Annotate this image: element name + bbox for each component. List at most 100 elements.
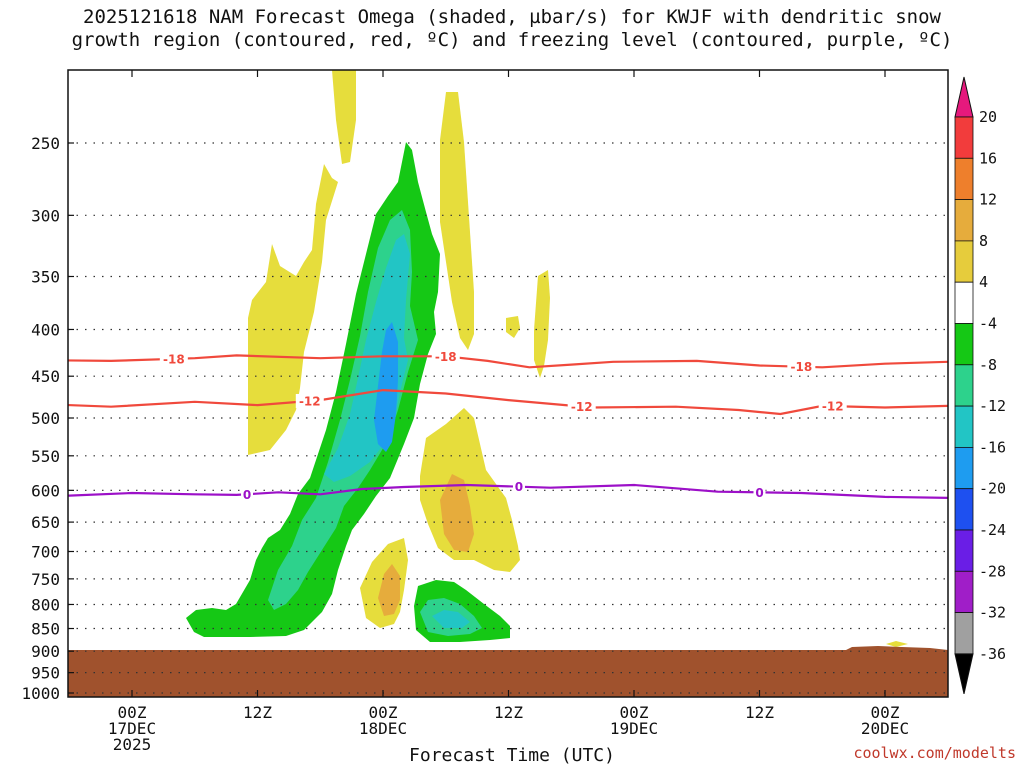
colorbar-swatch-9	[954, 488, 974, 531]
omega-negative-16-region	[374, 322, 398, 452]
colorbar-swatch-11	[954, 570, 974, 613]
colorbar-label-1: 16	[979, 149, 997, 167]
colorbar-swatch-8	[954, 446, 974, 490]
colorbar-label-2: 12	[979, 191, 997, 209]
x-tick-label-24-1: 18DEC	[359, 719, 407, 738]
contour-label-bg-0-0	[241, 487, 254, 502]
omega-positive-region-thin	[534, 270, 550, 378]
contour-label--18-1: -18	[435, 350, 457, 364]
contour-label--12-0: -12	[299, 394, 321, 408]
contour-label--12-1: -12	[571, 400, 593, 414]
contour-label--12-2: -12	[822, 400, 844, 414]
site-credit: coolwx.com/modelts	[853, 744, 1016, 762]
omega-positive-region-small	[506, 316, 520, 338]
y-tick-label-250: 250	[31, 134, 60, 153]
colorbar-swatch-4	[954, 281, 974, 324]
contour-label-bg-0-2	[753, 485, 766, 500]
colorbar-swatch-5	[954, 323, 974, 366]
title-line-1: 2025121618 NAM Forecast Omega (shaded, µ…	[83, 6, 941, 28]
contour-label-bg--12-2	[818, 399, 847, 414]
colorbar: 20 16 12 8 4 -4 -8 -12 -16 -20 -24 -28 -32 -36	[954, 76, 1006, 695]
omega-positive-region-right	[440, 92, 474, 350]
y-tick-label-900: 900	[31, 642, 60, 661]
colorbar-max-arrow	[954, 76, 974, 118]
y-tick-label-700: 700	[31, 542, 60, 561]
colorbar-label-9: -20	[979, 480, 1006, 498]
colorbar-swatch-0	[954, 116, 974, 159]
colorbar-label-4: 4	[979, 273, 988, 291]
colorbar-label-7: -12	[979, 397, 1006, 415]
y-tick-label-400: 400	[31, 320, 60, 339]
y-tick-label-500: 500	[31, 409, 60, 428]
contour-line-0	[68, 483, 948, 499]
contour-label-bg--12-1	[567, 399, 596, 414]
colorbar-label-11: -28	[979, 562, 1006, 580]
omega-positive-8-region-mid	[440, 474, 474, 552]
y-tick-label-1000: 1000	[21, 684, 60, 703]
ground-surface-bump	[846, 646, 948, 650]
y-tick-label-450: 450	[31, 367, 60, 386]
omega-positive-8-region-low	[378, 564, 400, 616]
omega-positive-region-far-right	[886, 641, 908, 647]
x-tick-label-72-0: 00Z	[871, 703, 900, 722]
x-tick-label-48-0: 00Z	[620, 703, 649, 722]
colorbar-label-8: -16	[979, 438, 1006, 456]
chart-title: 2025121618 NAM Forecast Omega (shaded, µ…	[0, 6, 1024, 52]
colorbar-swatch-2	[954, 199, 974, 242]
plot-area	[68, 70, 948, 697]
x-tick-label-12-0: 12Z	[243, 703, 272, 722]
x-tick-label-0-2: 2025	[113, 735, 152, 754]
contour-label-bg--18-0	[159, 351, 188, 366]
ground-surface	[68, 650, 948, 697]
contour-label-bg-0-1	[512, 479, 525, 494]
contour-label-0-2: 0	[755, 486, 763, 500]
contour-label--18-0: -18	[163, 352, 185, 366]
contour-label-bg--18-2	[787, 359, 816, 374]
omega-shading	[68, 70, 948, 697]
contour-labels: -18 -18 -18 -12 -12 -12 0 0 0	[159, 349, 847, 502]
y-tick-label-750: 750	[31, 570, 60, 589]
x-tick-label-72-1: 20DEC	[861, 719, 909, 738]
colorbar-swatch-12	[954, 612, 974, 655]
y-tick-label-850: 850	[31, 620, 60, 639]
y-tick-label-550: 550	[31, 447, 60, 466]
title-line-2: growth region (contoured, red, ºC) and f…	[71, 29, 953, 51]
contour-label-0-0: 0	[243, 488, 251, 502]
contour-label-0-1: 0	[515, 480, 523, 494]
x-tick-label-60-0: 12Z	[745, 703, 774, 722]
colorbar-swatch-10	[954, 529, 974, 572]
colorbar-label-6: -8	[979, 356, 997, 374]
omega-positive-region-upper	[248, 164, 338, 455]
colorbar-label-12: -32	[979, 604, 1006, 622]
colorbar-min-arrow	[954, 653, 974, 695]
omega-negative-12-region-low	[432, 610, 470, 628]
y-tick-label-800: 800	[31, 595, 60, 614]
x-axis-label: Forecast Time (UTC)	[409, 745, 615, 766]
x-tick-label-0-1: 17DEC	[108, 719, 156, 738]
x-tick-label-24-0: 00Z	[369, 703, 398, 722]
x-tick-label-36-0: 12Z	[494, 703, 523, 722]
contour-line--18	[68, 354, 948, 369]
y-axis: 250 300 350 400 450 500 550 600 650 700 750 800 850 9…	[21, 134, 74, 703]
x-tick-label-48-1: 19DEC	[610, 719, 658, 738]
y-tick-label-950: 950	[31, 664, 60, 683]
y-tick-label-600: 600	[31, 481, 60, 500]
y-tick-label-350: 350	[31, 267, 60, 286]
colorbar-label-3: 8	[979, 232, 988, 250]
colorbar-label-5: -4	[979, 315, 997, 333]
omega-positive-region-top	[332, 70, 356, 164]
contour-label-bg--12-0	[295, 393, 324, 408]
colorbar-label-13: -36	[979, 645, 1006, 663]
contour-label--18-2: -18	[790, 360, 812, 374]
y-tick-label-650: 650	[31, 513, 60, 532]
colorbar-label-10: -24	[979, 521, 1006, 539]
y-tick-label-300: 300	[31, 206, 60, 225]
contour-line--12	[68, 388, 948, 416]
colorbar-swatch-7	[954, 405, 974, 448]
colorbar-swatch-6	[954, 364, 974, 407]
temperature-contours	[68, 354, 948, 499]
colorbar-swatch-1	[954, 157, 974, 201]
contour-label-bg--18-1	[431, 349, 460, 364]
